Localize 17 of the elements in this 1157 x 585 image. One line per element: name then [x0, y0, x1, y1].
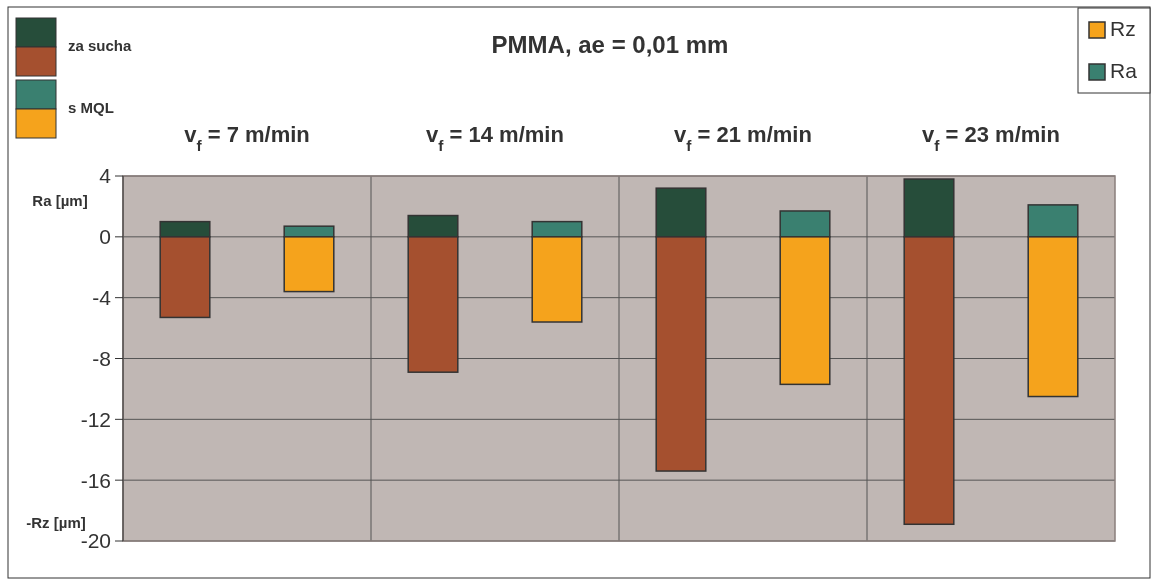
y-tick-label: -8: [92, 346, 111, 370]
text: s MQL: [68, 99, 114, 116]
y-tick-label: 0: [99, 225, 111, 249]
y-tick-label: -4: [92, 286, 112, 310]
legend-label: Ra: [1110, 59, 1138, 82]
text: -Rz [µm]: [26, 514, 86, 531]
text: v$_{f}$ = 14 m/min: [426, 122, 564, 154]
legend-label: Rz: [1110, 17, 1136, 40]
y-tick-label: -12: [80, 407, 111, 431]
text: v$_{f}$ = 21 m/min: [674, 122, 812, 154]
y-tick-label: 4: [99, 164, 112, 188]
y-axis-title: Ra [µm]: [32, 192, 88, 209]
text: za sucha: [68, 37, 133, 54]
text: v$_{f}$ = 7 m/min: [184, 122, 310, 154]
y-tick-label: -16: [80, 468, 111, 492]
text: v$_{f}$ = 23 m/min: [922, 122, 1060, 154]
chart-title: PMMA, ae = 0,01 mm: [491, 31, 729, 58]
